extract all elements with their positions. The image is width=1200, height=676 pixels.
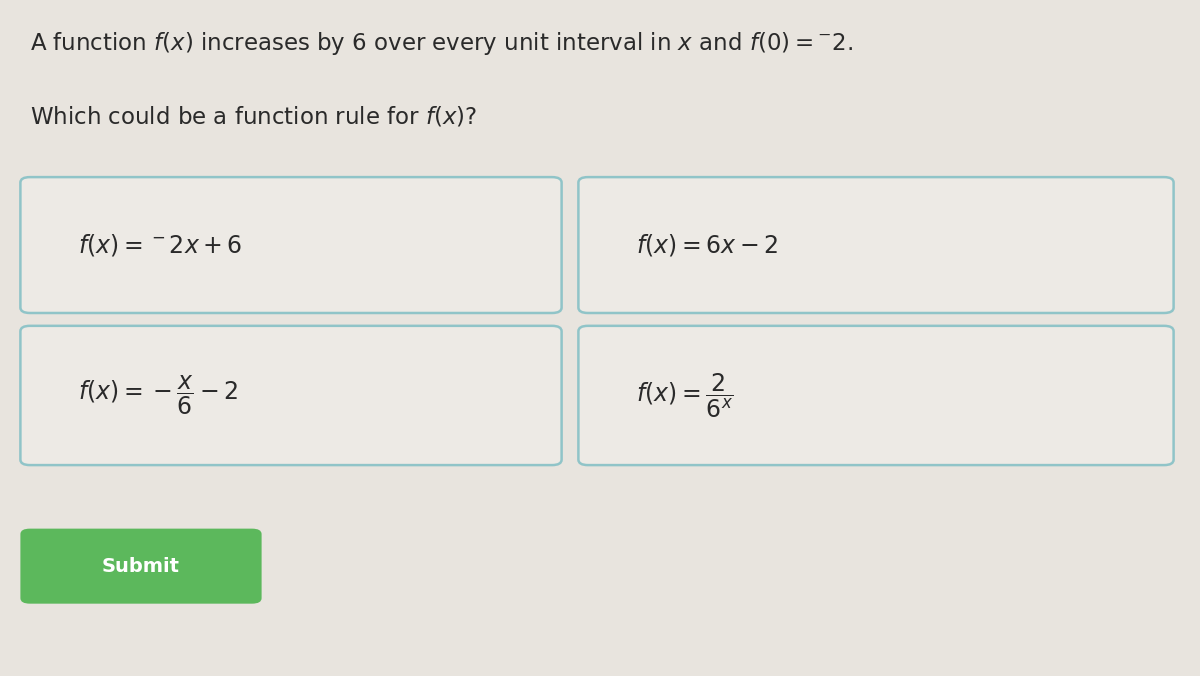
FancyBboxPatch shape — [578, 177, 1174, 313]
Text: Submit: Submit — [102, 556, 180, 576]
FancyBboxPatch shape — [20, 177, 562, 313]
FancyBboxPatch shape — [578, 326, 1174, 465]
FancyBboxPatch shape — [20, 529, 262, 604]
Text: A function $f(x)$ increases by 6 over every unit interval in $x$ and $f(0) = {^{: A function $f(x)$ increases by 6 over ev… — [30, 30, 853, 57]
FancyBboxPatch shape — [20, 326, 562, 465]
Text: $f(x) = \dfrac{2}{6^x}$: $f(x) = \dfrac{2}{6^x}$ — [636, 371, 733, 420]
Text: $f(x) = 6x - 2$: $f(x) = 6x - 2$ — [636, 232, 779, 258]
Text: $f(x) = -\dfrac{x}{6} - 2$: $f(x) = -\dfrac{x}{6} - 2$ — [78, 374, 239, 417]
Text: Which could be a function rule for $f(x)$?: Which could be a function rule for $f(x)… — [30, 105, 478, 129]
Text: $f(x) = {^-}2x + 6$: $f(x) = {^-}2x + 6$ — [78, 232, 242, 258]
